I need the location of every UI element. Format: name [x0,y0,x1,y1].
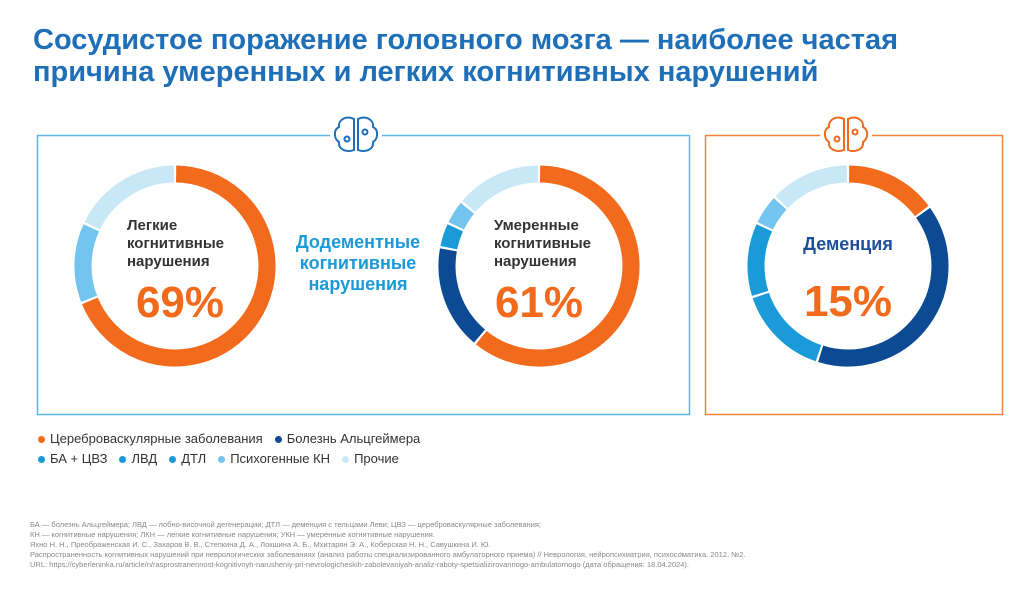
donut-chart-mild [74,165,276,367]
donut-slice-0-2 [84,165,175,230]
legend-item: ДТЛ [169,449,206,469]
donut-slice-0-0 [81,165,276,367]
legend-dot-icon [38,435,45,443]
donut-mild-title-3: нарушения [127,253,210,270]
legend-label: Психогенные КН [230,451,331,466]
legend-item: Цереброваскулярные заболевания [38,429,263,449]
legend-row-2: БА + ЦВЗ ЛВД ДТЛ Психогенные КН Прочие [38,449,420,469]
donut-moderate-title-1: Умеренные [494,217,579,234]
legend-row-1: Цереброваскулярные заболевания Болезнь Ал… [38,429,420,449]
donut-dementia-title: Деменция [803,234,893,254]
donut-slice-2-1 [818,207,949,367]
legend-dot-icon [218,455,226,463]
legend-item: Психогенные КН [218,449,330,469]
donut-chart-moderate [438,165,640,367]
legend-dot-icon [274,435,282,443]
title-line-2: причина умеренных и легких когнитивных н… [33,56,819,88]
brain-icon-dementia [820,113,872,157]
donut-slice-1-0 [475,165,640,367]
donut-dementia-value: 15% [804,277,892,326]
footnote-line: URL: https://cyberleninka.ru/article/n/r… [30,560,690,569]
donut-slice-1-4 [462,165,539,213]
donut-slice-2-0 [848,165,929,217]
donut-moderate-title-2: когнитивные [494,235,591,252]
legend-dot-icon [169,455,177,463]
legend-label: Цереброваскулярные заболевания [50,431,263,446]
donut-moderate-title-3: нарушения [494,253,577,270]
donut-slice-2-5 [775,165,848,209]
footnote-line: БА — болезнь Альцгеймера; ЛВД — лобно-ви… [30,520,541,529]
legend-label: Прочие [354,451,399,466]
legend-label: ЛВД [131,451,158,466]
legend: Цереброваскулярные заболевания Болезнь Ал… [38,429,420,469]
donut-mild-title-1: Легкие [127,217,177,234]
legend-item: ЛВД [119,449,157,469]
donut-slice-0-1 [74,224,100,302]
legend-label: Болезнь Альцгеймера [286,431,421,446]
legend-item: Прочие [342,449,399,469]
predementia-label-1: Додементные [296,232,420,252]
donut-slice-2-2 [752,292,822,362]
donut-slice-2-4 [757,198,787,230]
brain-icon [330,113,382,157]
footnotes: БА — болезнь Альцгеймера; ЛВД — лобно-ви… [30,520,990,570]
donut-moderate-value: 61% [495,278,583,327]
donut-mild-value: 69% [136,278,224,327]
page-title: Сосудистое поражение головного мозга — н… [33,24,993,88]
footnote-line: Яхно Н. Н., Преображенская И. С., Захаро… [30,540,491,549]
donut-chart-dementia [747,165,949,367]
legend-dot-icon [119,455,127,463]
predementia-label-3: нарушения [308,274,407,294]
title-line-1: Сосудистое поражение головного мозга — н… [33,24,898,56]
legend-label: БА + ЦВЗ [50,451,108,466]
donut-mild-title-2: когнитивные [127,235,224,252]
donut-slice-1-2 [440,224,464,250]
footnote-line: Распространенность когнитивных нарушений… [30,550,746,559]
legend-dot-icon [38,455,45,463]
donut-slice-1-1 [438,248,486,343]
predementia-label-2: когнитивные [300,253,416,273]
legend-item: Болезнь Альцгеймера [274,429,421,449]
donut-slice-1-3 [448,202,475,230]
legend-dot-icon [342,455,350,463]
legend-label: ДТЛ [181,451,207,466]
legend-item: БА + ЦВЗ [38,449,107,469]
donut-slice-2-3 [747,224,773,296]
footnote-line: КН — когнитивные нарушения; ЛКН — легкие… [30,530,435,539]
